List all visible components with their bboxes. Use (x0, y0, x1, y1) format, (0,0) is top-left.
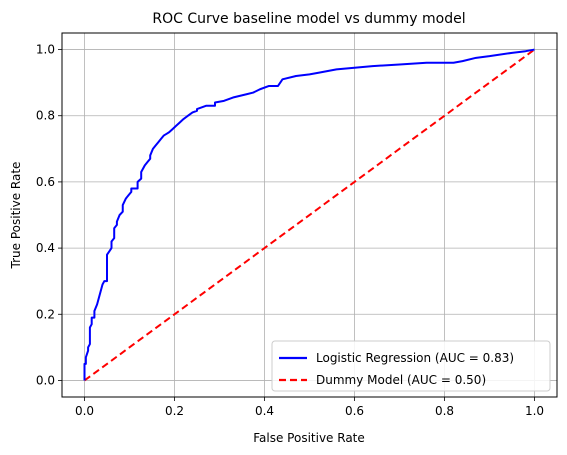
chart-title: ROC Curve baseline model vs dummy model (152, 11, 465, 27)
grid-lines (62, 33, 557, 397)
y-tick-label: 0.8 (36, 109, 55, 123)
x-tick-label: 0.8 (435, 404, 454, 418)
y-axis-ticks: 0.0 0.2 0.4 0.6 0.8 1.0 (36, 43, 62, 387)
series-lines (83, 48, 536, 382)
legend-box (271, 340, 551, 392)
y-tick-label: 0.6 (36, 175, 55, 189)
y-tick-label: 0.0 (36, 373, 55, 387)
x-tick-label: 0.2 (165, 404, 184, 418)
legend-label-dummy: Dummy Model (AUC = 0.50) (316, 373, 486, 387)
y-tick-label: 1.0 (36, 43, 55, 57)
y-tick-label: 0.4 (36, 241, 55, 255)
y-tick-label: 0.2 (36, 307, 55, 321)
x-tick-label: 0.4 (255, 404, 274, 418)
y-axis-label: True Positive Rate (9, 162, 23, 270)
series-line-dummy-model (83, 48, 536, 382)
x-axis-label: False Positive Rate (253, 431, 365, 445)
legend: Logistic Regression (AUC = 0.83) Dummy M… (271, 340, 551, 392)
x-axis-ticks: 0.0 0.2 0.4 0.6 0.8 1.0 (75, 397, 544, 418)
plot-frame (61, 32, 558, 398)
series-line-logistic-regression (83, 48, 535, 381)
legend-label-logistic: Logistic Regression (AUC = 0.83) (316, 351, 514, 365)
x-tick-label: 0.6 (345, 404, 364, 418)
x-tick-label: 1.0 (525, 404, 544, 418)
x-tick-label: 0.0 (75, 404, 94, 418)
